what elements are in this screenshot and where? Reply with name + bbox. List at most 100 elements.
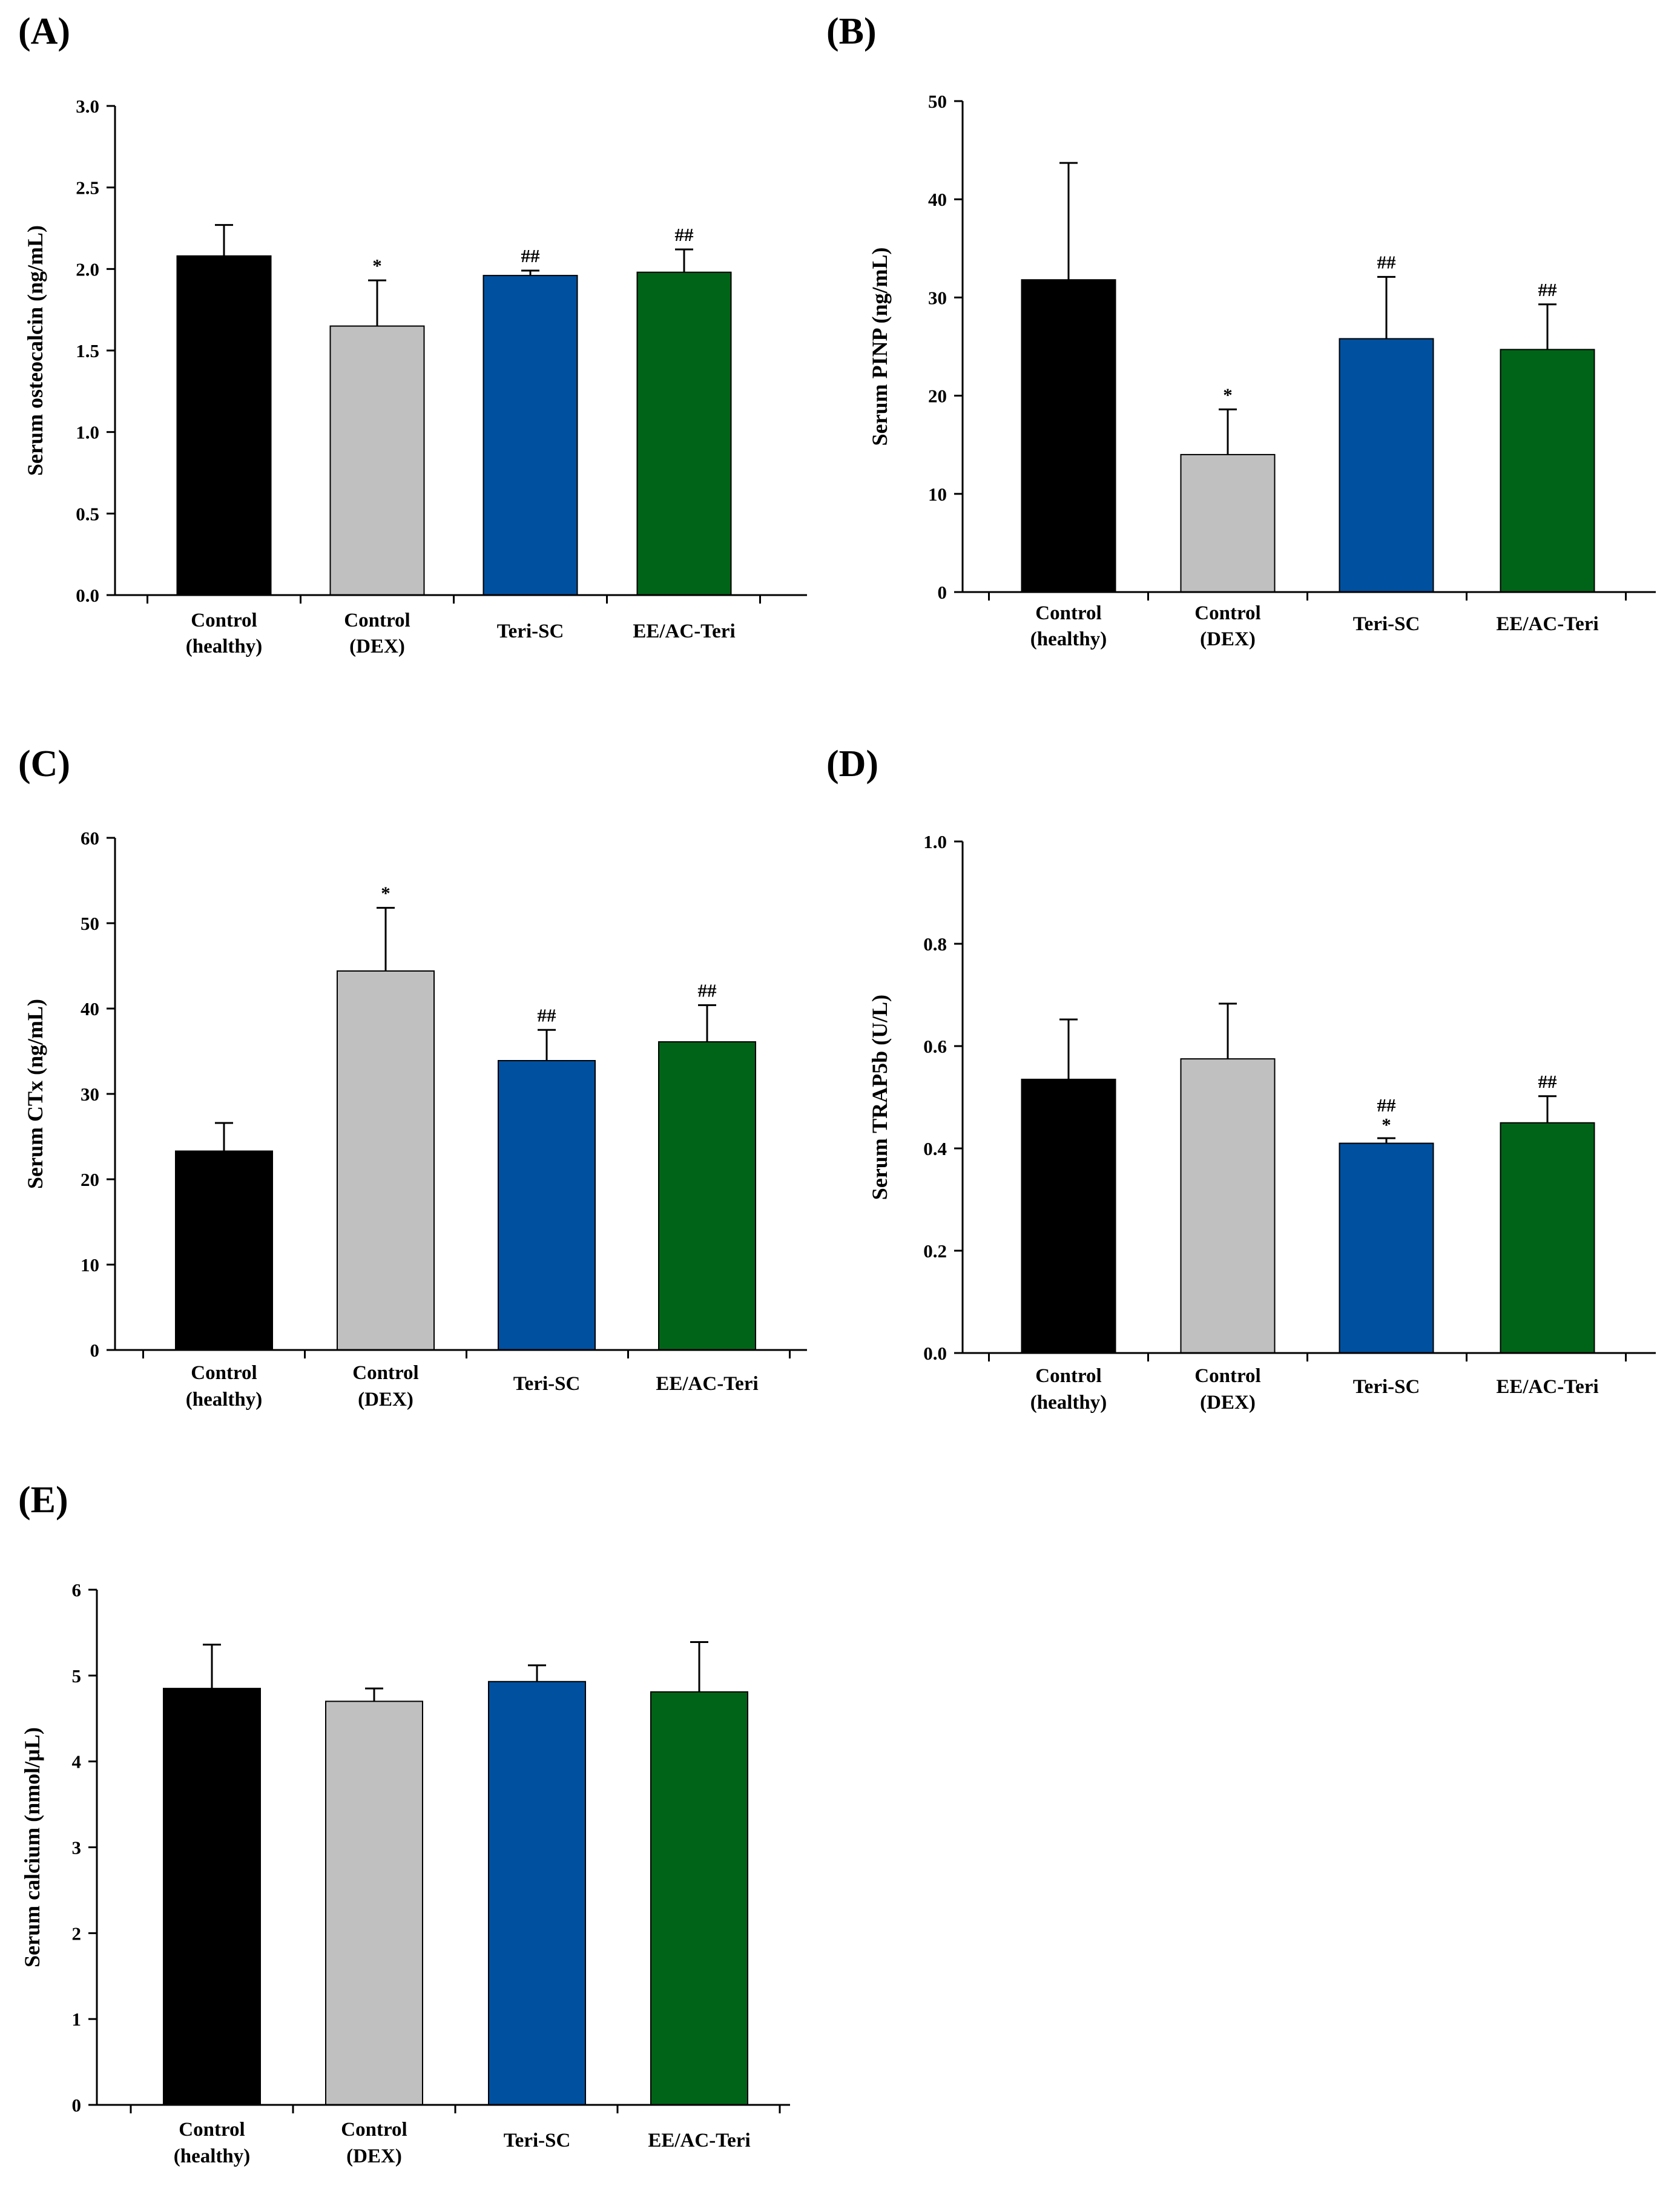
- y-axis-label: Serum TRAP5b (U/L): [868, 995, 892, 1200]
- significance-label: ##: [538, 1004, 557, 1026]
- panel-label: (C): [18, 743, 70, 785]
- chart-panel-d: (D) Serum TRAP5b (U/L) ## * ## 0.0 0.2 0.4 0.6 0.…: [826, 743, 1656, 1414]
- bar: [1180, 453, 1276, 593]
- x-category-label: Teri-SC: [1353, 613, 1420, 635]
- bar: [1500, 349, 1595, 593]
- x-category-label: Teri-SC: [504, 2130, 571, 2151]
- y-tick-label: 0.2: [923, 1240, 947, 1262]
- y-tick-label: 20: [81, 1169, 99, 1190]
- x-category-label: Control (DEX): [1194, 602, 1260, 650]
- bar: [650, 1691, 748, 2106]
- panel-label: (D): [826, 743, 878, 785]
- bar: [1021, 1078, 1116, 1354]
- y-tick-label: 1.0: [76, 422, 99, 443]
- y-tick-label: 1.0: [923, 831, 947, 852]
- bar: [176, 255, 272, 596]
- y-tick-label: 0.6: [923, 1036, 947, 1057]
- panel-label: (A): [18, 11, 70, 52]
- y-tick-label: 0.8: [923, 933, 947, 955]
- y-tick-label: 2: [72, 1923, 82, 1944]
- y-tick-label: 2.0: [76, 258, 99, 280]
- y-tick-label: 5: [72, 1665, 82, 1687]
- y-tick-label: 20: [928, 386, 947, 407]
- bar: [1500, 1122, 1595, 1354]
- y-tick-label: 50: [928, 91, 947, 112]
- y-tick-label: 3: [72, 1837, 82, 1858]
- significance-label: ##: [698, 979, 717, 1001]
- bar: [658, 1041, 756, 1351]
- chart-panel-e: (E) Serum calcium (nmol/µL) 0 1 2 3 4 5 6 Control…: [18, 1480, 790, 2167]
- panel-label: (E): [18, 1480, 68, 1521]
- x-category-label: Control (healthy): [1030, 602, 1107, 650]
- bar: [488, 1681, 586, 2106]
- x-category-label: EE/AC-Teri: [1496, 613, 1598, 635]
- significance-label: ##: [675, 224, 694, 245]
- significance-label: *: [372, 255, 382, 276]
- x-category-label: Control (healthy): [186, 1362, 263, 1411]
- y-tick-label: 30: [928, 287, 947, 308]
- significance-label: *: [1223, 384, 1233, 405]
- y-axis-label: Serum calcium (nmol/µL): [20, 1727, 44, 1967]
- significance-label: ##: [1377, 251, 1397, 272]
- significance-label: *: [381, 883, 390, 904]
- x-category-label: Control (DEX): [344, 610, 410, 657]
- x-category-label: Control (healthy): [186, 610, 263, 657]
- bar: [498, 1060, 596, 1351]
- x-category-label: EE/AC-Teri: [633, 621, 735, 642]
- y-tick-label: 0.5: [76, 503, 99, 524]
- y-tick-label: 0: [90, 1340, 100, 1361]
- significance-label: ##: [1538, 279, 1558, 300]
- x-category-label: EE/AC-Teri: [648, 2130, 750, 2151]
- y-axis-label: Serum osteocalcin (ng/mL): [23, 225, 47, 476]
- bar: [337, 970, 435, 1351]
- x-category-label: Control (healthy): [1030, 1365, 1107, 1414]
- bar: [175, 1150, 273, 1351]
- chart-panel-c: (C) Serum CTx (ng/mL) * ## ## 0 10 20 30 40 50 60 Co…: [18, 743, 807, 1411]
- y-tick-label: 10: [928, 484, 947, 505]
- significance-label: ##: [1538, 1071, 1558, 1092]
- y-tick-label: 50: [81, 913, 99, 934]
- x-category-label: EE/AC-Teri: [656, 1373, 758, 1395]
- y-tick-label: 4: [72, 1751, 82, 1773]
- x-category-label: Control (DEX): [1194, 1365, 1260, 1414]
- y-tick-label: 0.0: [76, 585, 99, 606]
- y-tick-label: 0: [938, 582, 947, 603]
- y-axis-label: Serum CTx (ng/mL): [23, 999, 47, 1189]
- y-tick-label: 3.0: [76, 96, 99, 117]
- y-tick-label: 10: [81, 1254, 99, 1276]
- bar: [1180, 1058, 1276, 1354]
- y-tick-label: 2.5: [76, 177, 99, 199]
- significance-label: ## *: [1377, 1095, 1397, 1135]
- bar: [483, 275, 578, 596]
- y-tick-label: 0.0: [923, 1343, 947, 1364]
- x-category-label: Teri-SC: [513, 1373, 581, 1395]
- x-category-label: Control (DEX): [341, 2119, 407, 2167]
- significance-label: ##: [521, 245, 541, 266]
- x-category-label: EE/AC-Teri: [1496, 1376, 1598, 1398]
- bar: [636, 271, 732, 596]
- bar: [1339, 1142, 1434, 1354]
- chart-panel-b: (B) Serum PINP (ng/mL) * ## ## 0 10 20 30 40 50 Con…: [826, 11, 1656, 650]
- y-tick-label: 0.4: [923, 1138, 947, 1159]
- bar: [1021, 279, 1116, 593]
- y-tick-label: 30: [81, 1084, 99, 1105]
- y-tick-label: 0: [72, 2095, 82, 2116]
- bar: [163, 1688, 261, 2106]
- y-tick-label: 40: [928, 189, 947, 210]
- y-tick-label: 1: [72, 2009, 82, 2030]
- x-category-label: Control (healthy): [174, 2119, 251, 2167]
- y-tick-label: 40: [81, 998, 99, 1019]
- x-category-label: Teri-SC: [497, 621, 564, 642]
- x-category-label: Control (DEX): [352, 1362, 418, 1411]
- y-tick-label: 60: [81, 828, 99, 849]
- bar: [325, 1700, 423, 2105]
- bar: [329, 325, 425, 596]
- y-axis-label: Serum PINP (ng/mL): [868, 248, 892, 446]
- y-tick-label: 1.5: [76, 340, 99, 361]
- panel-label: (B): [826, 11, 877, 52]
- bar: [1339, 338, 1434, 593]
- chart-panel-a: (A) Serum osteocalcin (ng/mL) * ## ## 0.0 0.5 1…: [18, 11, 807, 657]
- y-tick-label: 6: [72, 1579, 82, 1601]
- x-category-label: Teri-SC: [1353, 1376, 1420, 1398]
